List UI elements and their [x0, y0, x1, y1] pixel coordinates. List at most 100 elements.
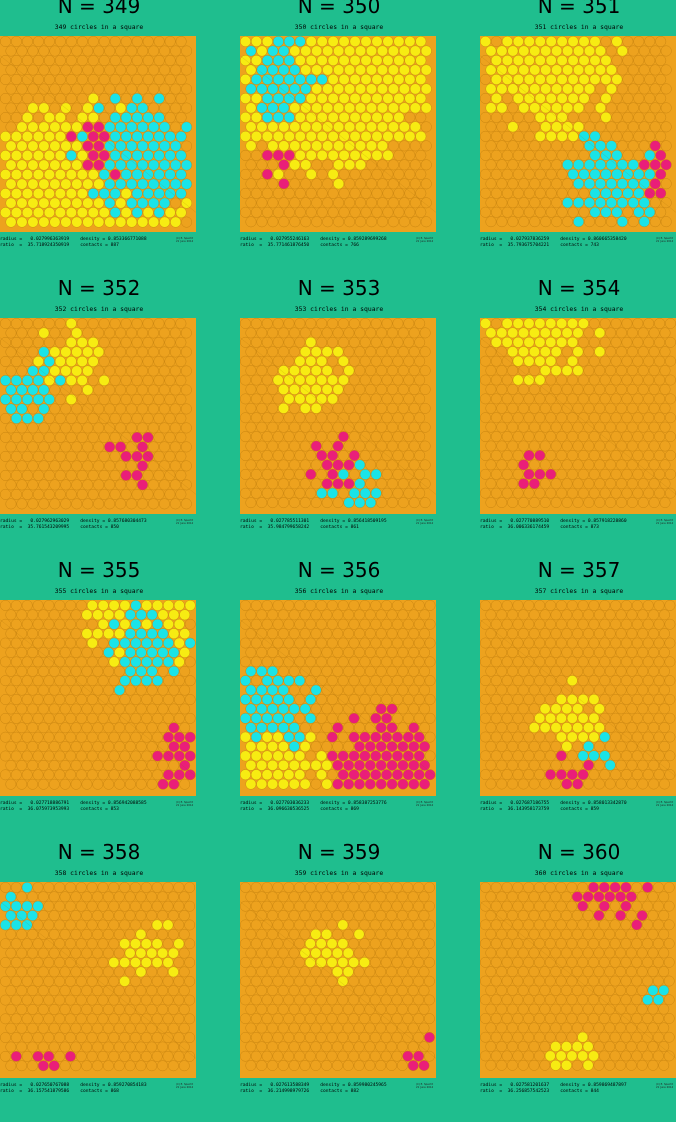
circle-yellow	[359, 957, 370, 968]
circle-orange	[267, 966, 278, 978]
circle-orange	[11, 36, 22, 47]
circle-orange	[124, 1041, 136, 1053]
circle-orange	[76, 656, 87, 668]
circle-yellow	[16, 121, 28, 133]
circle-yellow	[321, 928, 332, 940]
circle-orange	[496, 910, 507, 921]
circle-yellow	[566, 1050, 578, 1062]
circle-orange	[648, 440, 660, 452]
circle-yellow	[534, 318, 546, 329]
circle-orange	[344, 197, 355, 209]
circle-orange	[408, 665, 420, 677]
circle-yellow	[114, 628, 125, 640]
circle-orange	[659, 402, 671, 414]
circle-orange	[523, 130, 535, 142]
circle-cyan	[98, 188, 110, 199]
circle-orange	[501, 1050, 513, 1062]
circle-yellow	[5, 159, 17, 171]
circle-yellow	[288, 759, 300, 771]
circle-orange	[611, 92, 623, 104]
circle-cyan	[278, 64, 290, 76]
circle-orange	[322, 216, 334, 228]
circle-orange	[409, 178, 421, 190]
circle-orange	[48, 1041, 60, 1053]
circle-yellow	[377, 45, 388, 57]
circle-yellow	[501, 336, 513, 348]
circle-orange	[631, 1013, 643, 1024]
circle-orange	[637, 327, 649, 339]
circle-orange	[551, 178, 563, 190]
circle-orange	[92, 760, 104, 771]
circle-orange	[305, 206, 317, 218]
circle-orange	[655, 55, 667, 66]
circle-yellow	[135, 947, 147, 959]
circle-orange	[649, 83, 661, 95]
circle-orange	[407, 966, 419, 978]
circle-orange	[496, 759, 508, 771]
circle-yellow	[594, 346, 606, 358]
circle-orange	[566, 618, 578, 630]
circle-orange	[153, 36, 165, 47]
circle-orange	[610, 431, 622, 442]
circle-orange	[256, 216, 268, 228]
circle-orange	[616, 478, 627, 490]
circle-orange	[424, 1013, 435, 1024]
circle-orange	[170, 64, 182, 76]
circle-orange	[490, 637, 502, 649]
circle-orange	[588, 1031, 599, 1043]
circle-cyan	[245, 45, 257, 57]
circle-yellow	[567, 55, 579, 66]
circle-yellow	[344, 121, 355, 133]
circle-yellow	[577, 712, 589, 724]
circle-magenta	[157, 778, 169, 790]
circle-orange	[343, 609, 354, 621]
circle-orange	[126, 83, 138, 95]
panel-heading: N = 349	[57, 0, 141, 18]
circle-orange	[496, 1059, 507, 1071]
circle-orange	[567, 393, 578, 405]
circle-orange	[38, 628, 49, 640]
circle-orange	[267, 609, 278, 621]
circle-orange	[54, 975, 65, 987]
circle-magenta	[364, 759, 376, 771]
circle-orange	[648, 402, 660, 414]
circle-orange	[86, 975, 98, 987]
circle-orange	[480, 374, 491, 386]
circle-yellow	[578, 74, 590, 85]
circle-orange	[598, 1031, 610, 1043]
circle-orange	[529, 140, 541, 152]
circle-orange	[631, 956, 643, 968]
circle-cyan	[267, 703, 278, 715]
circle-orange	[97, 694, 109, 705]
circle-cyan	[142, 188, 154, 199]
circle-cyan	[130, 600, 142, 611]
circle-yellow	[404, 55, 416, 66]
circle-orange	[338, 336, 349, 348]
circle-orange	[157, 1022, 168, 1034]
circle-orange	[369, 938, 381, 949]
circle-orange	[665, 318, 676, 329]
stats-line: ratio = 36.214998979726 contacts = 882	[240, 1089, 359, 1094]
circle-orange	[485, 703, 497, 715]
circle-magenta	[556, 750, 567, 762]
circle-yellow	[245, 759, 257, 771]
circle-orange	[627, 459, 638, 471]
circle-orange	[501, 769, 513, 780]
circle-orange	[135, 1004, 147, 1015]
circle-orange	[595, 216, 606, 228]
circle-magenta	[173, 731, 185, 743]
circle-orange	[507, 910, 518, 921]
circle-orange	[627, 365, 638, 376]
circle-orange	[289, 327, 300, 339]
circle-orange	[642, 675, 654, 686]
circle-orange	[566, 938, 578, 949]
circle-orange	[664, 637, 676, 649]
circle-orange	[184, 713, 196, 724]
circle-cyan	[606, 140, 617, 152]
circle-orange	[561, 684, 573, 696]
circle-cyan	[600, 168, 612, 180]
circle-orange	[391, 900, 403, 912]
circle-orange	[5, 722, 17, 734]
circle-magenta	[343, 459, 355, 471]
circle-orange	[415, 111, 427, 123]
